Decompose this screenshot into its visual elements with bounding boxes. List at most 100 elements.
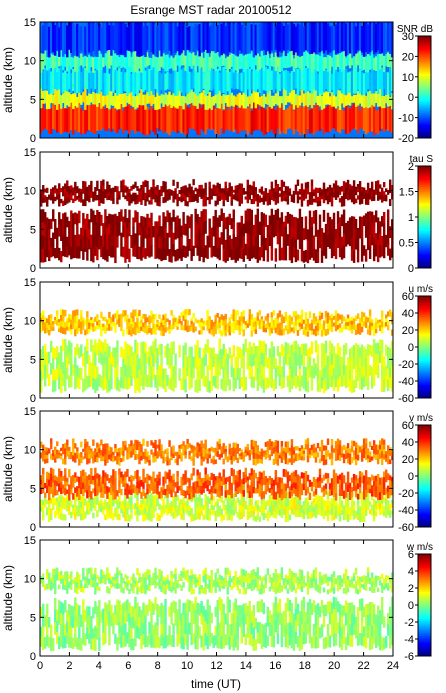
data-cell: [282, 469, 286, 477]
colorbar-cell: [418, 117, 431, 120]
data-cell: [46, 22, 49, 50]
colorbar-cell: [418, 345, 431, 348]
data-cell: [370, 509, 374, 516]
data-cell: [374, 56, 378, 71]
y-tick-label: 15: [24, 147, 36, 159]
data-cell: [68, 190, 71, 195]
data-cell: [170, 228, 173, 241]
data-cell: [368, 86, 372, 108]
data-cell: [90, 323, 93, 327]
data-cell: [330, 187, 334, 193]
colorbar-tick-label: 0: [408, 342, 414, 354]
data-cell: [216, 503, 219, 509]
data-cell: [190, 356, 193, 368]
data-cell: [272, 214, 276, 227]
data-cell: [178, 86, 181, 106]
data-cell: [226, 494, 229, 502]
data-cell: [188, 367, 191, 380]
data-cell: [68, 221, 71, 233]
data-cell: [42, 505, 45, 511]
data-cell: [248, 319, 251, 326]
data-cell: [266, 486, 270, 492]
data-cell: [106, 355, 109, 369]
data-cell: [44, 322, 47, 329]
data-cell: [296, 108, 300, 132]
data-cell: [256, 194, 260, 201]
data-cell: [354, 50, 358, 68]
data-cell: [362, 491, 366, 500]
data-cell: [366, 224, 370, 238]
data-cell: [74, 55, 77, 72]
data-cell: [214, 190, 217, 197]
colorbar-cell: [418, 384, 431, 387]
data-cell: [90, 374, 93, 387]
data-cell: [108, 497, 111, 505]
data-cell: [104, 221, 107, 236]
data-cell: [368, 188, 372, 192]
data-cell: [378, 322, 382, 326]
data-cell: [46, 246, 49, 258]
data-cell: [358, 323, 362, 330]
data-cell: [298, 357, 302, 370]
data-cell: [160, 454, 163, 459]
colorbar-cell: [418, 167, 431, 170]
colorbar-cell: [418, 186, 431, 189]
data-cell: [190, 225, 193, 238]
data-cell: [336, 22, 340, 54]
data-cell: [94, 458, 97, 463]
data-cell: [216, 182, 219, 189]
data-cell: [380, 191, 384, 196]
colorbar-cell: [418, 257, 431, 260]
data-cell: [280, 190, 284, 197]
data-cell: [264, 324, 268, 329]
data-cell: [374, 181, 378, 187]
data-cell: [218, 248, 221, 261]
data-cell: [78, 325, 81, 329]
colorbar-cell: [418, 203, 431, 206]
data-cell: [84, 448, 87, 454]
data-cell: [148, 193, 151, 198]
data-cell: [170, 310, 173, 316]
data-cell: [272, 56, 276, 67]
data-cell: [254, 24, 258, 56]
data-cell: [390, 503, 393, 508]
data-cell: [180, 476, 183, 484]
data-cell: [206, 69, 209, 94]
data-cell: [330, 192, 334, 198]
data-cell: [110, 246, 113, 258]
data-cell: [224, 58, 227, 69]
data-cell: [174, 22, 177, 54]
data-cell: [336, 510, 340, 517]
data-cell: [90, 468, 93, 477]
data-cell: [218, 484, 221, 492]
data-cell: [80, 482, 83, 489]
data-cell: [290, 344, 294, 357]
data-cell: [226, 500, 229, 508]
data-cell: [158, 439, 161, 446]
data-cell: [288, 345, 292, 358]
data-cell: [344, 376, 348, 389]
data-cell: [138, 509, 141, 516]
data-cell: [354, 26, 358, 54]
data-cell: [192, 322, 195, 328]
data-cell: [110, 507, 113, 514]
data-cell: [274, 93, 278, 105]
data-cell: [68, 326, 71, 332]
data-cell: [128, 476, 131, 482]
data-cell: [270, 22, 274, 51]
data-cell: [244, 504, 247, 510]
data-cell: [226, 477, 229, 482]
data-cell: [216, 476, 219, 484]
data-cell: [162, 368, 165, 380]
data-cell: [98, 319, 101, 323]
data-cell: [242, 187, 245, 192]
data-cell: [354, 198, 358, 204]
colorbar-cell: [418, 387, 431, 390]
data-cell: [340, 63, 344, 94]
data-cell: [344, 514, 348, 520]
data-cell: [140, 102, 143, 134]
data-cell: [376, 228, 380, 241]
data-cell: [68, 318, 71, 323]
data-cell: [106, 249, 109, 262]
data-cell: [176, 451, 179, 459]
